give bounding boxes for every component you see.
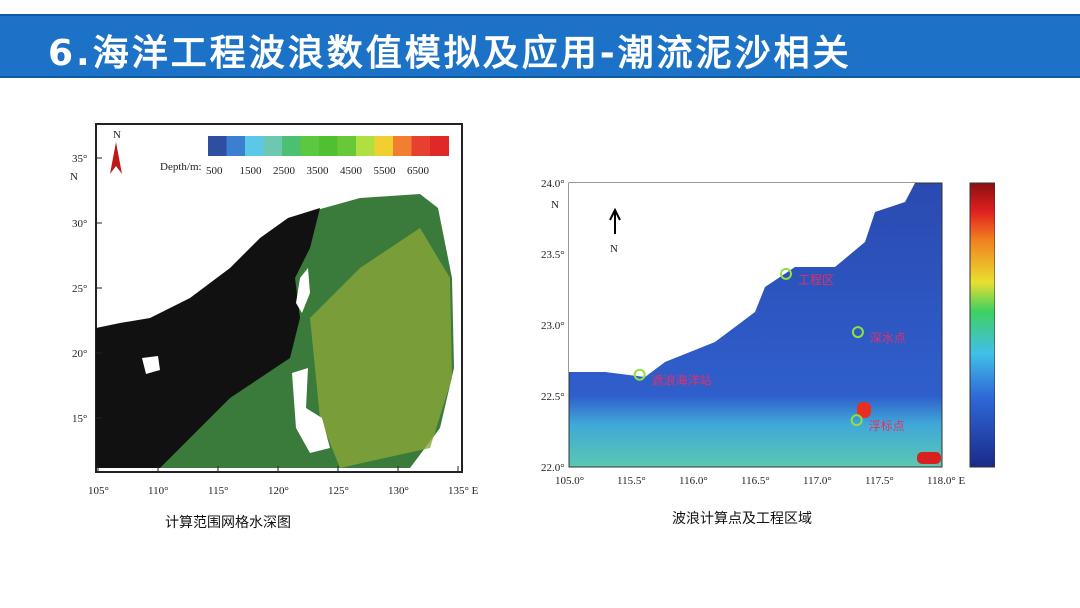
x-tick-label: 135° E xyxy=(448,485,479,497)
calc-point-marker xyxy=(780,267,792,280)
land-mass xyxy=(96,208,320,468)
legend-tick: 5500 xyxy=(374,165,397,177)
title-bar: 6.海洋工程波浪数值模拟及应用-潮流泥沙相关 xyxy=(0,14,1080,78)
y-tick-label: 22.0° xyxy=(541,462,565,474)
y-tick-label: 20° xyxy=(72,348,87,360)
calc-point-marker xyxy=(851,326,864,339)
depth-mesh-map: 500 1500 2500 3500 4500 5500 6500 Depth/m: N 3… xyxy=(70,123,479,497)
y-tick-label: 22.5° xyxy=(541,391,565,403)
calc-point-label: 工程区 xyxy=(798,272,834,287)
legend-swatch xyxy=(319,136,338,156)
x-tick-label: 125° xyxy=(328,485,349,497)
y-tick-label: 23.0° xyxy=(541,320,565,332)
slide-title: 6.海洋工程波浪数值模拟及应用-潮流泥沙相关 xyxy=(48,33,852,74)
legend-swatch xyxy=(300,136,320,156)
x-tick-label: 115.5° xyxy=(617,475,646,487)
legend-swatch xyxy=(411,136,431,156)
legend-swatch xyxy=(430,136,449,156)
legend-tick: 2500 xyxy=(273,165,296,177)
calc-point-label: 遮浪海洋站 xyxy=(652,373,712,388)
y-unit: N xyxy=(70,171,78,183)
legend-label: Depth/m: xyxy=(160,161,202,173)
high-wave-spot xyxy=(857,402,871,418)
legend-swatch xyxy=(263,136,283,156)
y-tick-label: 24.0° xyxy=(541,178,565,190)
y-tick-label: 30° xyxy=(72,218,87,230)
calc-point-marker xyxy=(850,414,863,427)
calc-point-marker xyxy=(633,368,646,381)
x-tick-label: 118.0° E xyxy=(927,475,965,487)
legend-swatch xyxy=(226,136,246,156)
philippines xyxy=(292,368,330,453)
x-tick-label: 117.0° xyxy=(803,475,832,487)
legend-swatch xyxy=(337,136,357,156)
x-tick-label: 105.0° xyxy=(555,475,584,487)
legend-tick: 500 xyxy=(206,165,223,177)
y-unit: N xyxy=(551,199,559,211)
high-wave-spot xyxy=(917,452,941,464)
north-arrow-icon xyxy=(110,142,122,174)
colorbar xyxy=(969,182,995,468)
legend-swatch xyxy=(208,136,227,156)
right-caption: 波浪计算点及工程区域 xyxy=(672,511,812,527)
calc-point-label: 深水点 xyxy=(870,331,906,345)
x-tick-label: 117.5° xyxy=(865,475,894,487)
y-tick-label: 35° xyxy=(72,153,87,165)
x-tick-label: 110° xyxy=(148,485,169,497)
x-tick-label: 120° xyxy=(268,485,289,497)
y-tick-label: 23.5° xyxy=(541,249,565,261)
left-caption: 计算范围网格水深图 xyxy=(165,515,291,531)
taiwan xyxy=(296,268,310,313)
legend-swatch xyxy=(245,136,264,156)
legend-swatch xyxy=(374,136,394,156)
x-tick-label: 130° xyxy=(388,485,409,497)
legend-tick: 1500 xyxy=(240,165,263,177)
x-tick-label: 105° xyxy=(88,485,109,497)
x-tick-label: 116.5° xyxy=(741,475,770,487)
x-tick-label: 115° xyxy=(208,485,229,497)
hainan xyxy=(142,356,160,374)
y-tick-label: 15° xyxy=(72,413,87,425)
x-tick-label: 116.0° xyxy=(679,475,708,487)
legend-tick: 6500 xyxy=(407,165,430,177)
y-tick-label: 25° xyxy=(72,283,87,295)
land-mass xyxy=(569,183,915,377)
legend-tick: 4500 xyxy=(340,165,363,177)
legend-swatch xyxy=(282,136,301,156)
legend-swatch xyxy=(356,136,375,156)
north-label: N xyxy=(113,129,121,141)
legend-tick: 3500 xyxy=(307,165,330,177)
legend-swatch xyxy=(393,136,412,156)
calc-point-label: 浮标点 xyxy=(869,419,905,433)
north-arrow-icon xyxy=(609,207,621,234)
north-label: N xyxy=(610,243,618,255)
deep-region xyxy=(310,228,452,468)
